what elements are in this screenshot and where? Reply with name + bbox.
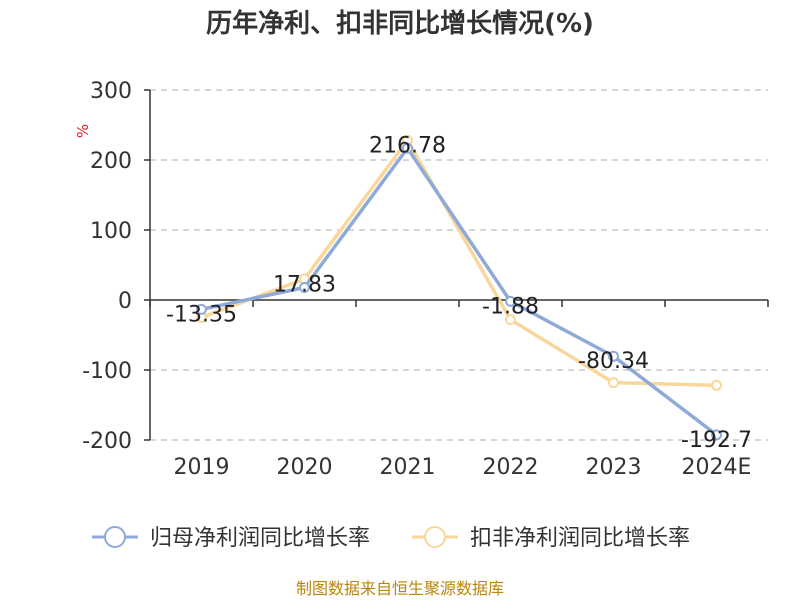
series-line-1 [199, 146, 719, 437]
legend-label: 扣非净利润同比增长率 [470, 526, 690, 551]
legend-item-1[interactable]: 归母净利润同比增长率 [92, 526, 370, 551]
source-note: 制图数据来自恒生聚源数据库 [296, 579, 504, 598]
y-axis-unit-label: % [74, 124, 92, 138]
x-tick-label: 2022 [483, 455, 539, 480]
data-label: 216.78 [369, 133, 446, 158]
x-tick-label: 2020 [277, 455, 333, 480]
data-labels: -13.35 17.83 216.78 -1.88 -80.34 -192.7 [166, 133, 752, 453]
series-point-1[interactable] [505, 295, 516, 307]
series-point-1[interactable] [196, 303, 207, 315]
data-label: 17.83 [273, 273, 336, 298]
series-point-1[interactable] [402, 142, 413, 154]
x-tick-label: 2021 [380, 455, 436, 480]
series-point-2[interactable] [505, 314, 516, 326]
axes: 300 200 100 0 -100 -200 2019 2020 2021 2022 2023 20… [82, 79, 769, 480]
series-point-2[interactable] [711, 379, 722, 391]
y-tick-label: 0 [118, 289, 132, 314]
legend-marker-icon [424, 526, 446, 548]
x-tick-label: 2023 [586, 455, 642, 480]
data-label: -192.7 [681, 428, 752, 453]
series-point-2[interactable] [608, 377, 619, 389]
x-tick-label: 2024E [682, 455, 752, 480]
y-tick-label: -100 [82, 359, 132, 384]
data-label: -13.35 [166, 302, 237, 327]
series-point-1[interactable] [711, 429, 722, 441]
y-tick-label: 200 [90, 149, 132, 174]
legend-marker-icon [104, 526, 126, 548]
series-point-1[interactable] [608, 350, 619, 362]
y-tick-label: -200 [82, 429, 132, 454]
legend[interactable]: 归母净利润同比增长率 扣非净利润同比增长率 [92, 526, 690, 551]
y-tick-label: 300 [90, 79, 132, 104]
y-tick-label: 100 [90, 219, 132, 244]
legend-item-2[interactable]: 扣非净利润同比增长率 [412, 526, 690, 551]
series-point-1[interactable] [299, 282, 310, 294]
series-lines [196, 134, 722, 441]
data-label: -1.88 [482, 294, 539, 319]
series-line-2 [199, 138, 719, 388]
legend-label: 归母净利润同比增长率 [150, 526, 370, 551]
chart-title: 历年净利、扣非同比增长情况(%) [206, 8, 594, 39]
x-tick-label: 2019 [174, 455, 230, 480]
data-label: -80.34 [578, 349, 649, 374]
grid-lines [150, 89, 768, 441]
